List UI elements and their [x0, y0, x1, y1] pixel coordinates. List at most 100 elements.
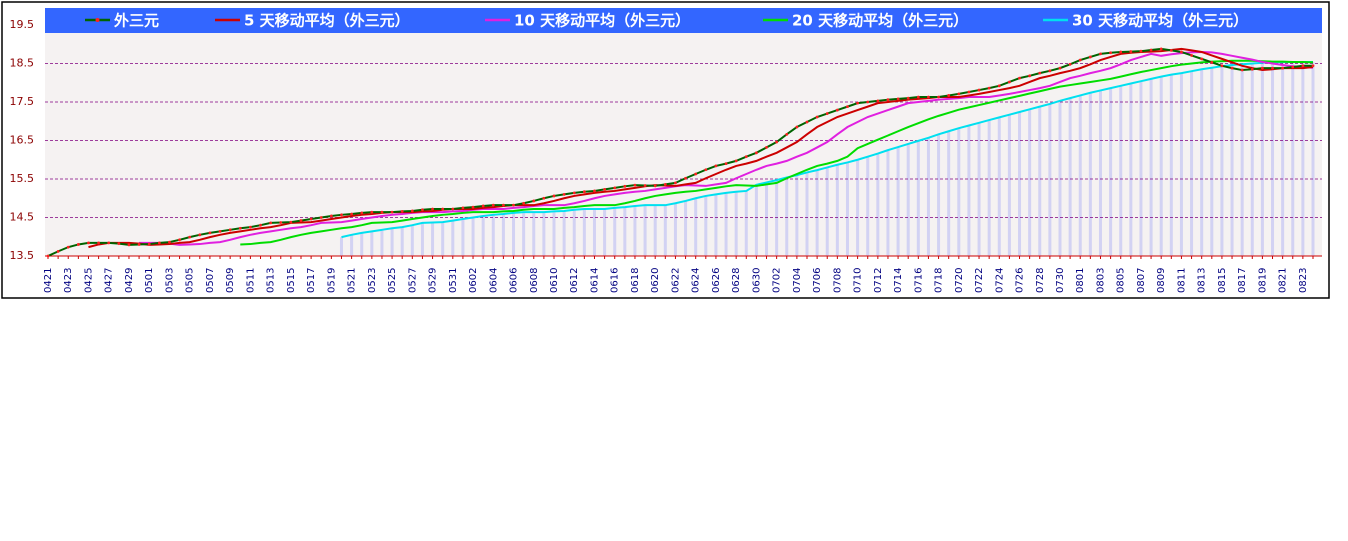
y-tick-label: 15.5 — [10, 172, 35, 185]
day-bar — [1109, 88, 1113, 256]
x-tick-label: 0513 — [266, 268, 277, 293]
day-bar — [815, 170, 819, 256]
day-bar — [1139, 81, 1143, 257]
day-bar — [633, 205, 637, 256]
legend-band — [45, 8, 1322, 33]
point-marker — [765, 146, 768, 149]
point-marker — [400, 209, 404, 213]
point-marker — [238, 226, 242, 230]
point-marker — [451, 207, 455, 211]
x-tick-label: 0821 — [1278, 268, 1289, 293]
day-bar — [339, 237, 343, 256]
day-bar — [997, 117, 1001, 257]
point-marker — [97, 241, 100, 245]
day-bar — [947, 131, 951, 256]
day-bar — [1149, 78, 1153, 257]
day-bar — [420, 222, 424, 256]
x-tick-label: 0602 — [468, 268, 479, 293]
series-line — [139, 50, 1314, 246]
day-bar — [977, 122, 981, 256]
point-marker — [56, 249, 60, 253]
point-marker — [906, 96, 910, 100]
point-marker — [107, 241, 111, 245]
day-bar — [1018, 112, 1022, 256]
x-tick-label: 0630 — [751, 268, 762, 293]
point-marker — [1291, 65, 1295, 69]
point-marker — [46, 254, 50, 258]
day-bar — [532, 212, 536, 256]
day-bar — [592, 209, 596, 256]
day-bar — [1281, 61, 1285, 257]
point-marker — [593, 189, 596, 193]
point-marker — [815, 115, 819, 119]
point-marker — [1129, 50, 1133, 53]
x-tick-label: 0718 — [934, 268, 945, 293]
day-bar — [987, 120, 991, 256]
x-tick-label: 0726 — [1015, 268, 1026, 293]
day-bar — [805, 172, 809, 256]
day-bar — [916, 140, 920, 256]
point-marker — [390, 210, 394, 214]
day-bar — [552, 211, 556, 256]
y-tick-label: 17.5 — [10, 95, 35, 108]
point-marker — [198, 233, 202, 237]
day-bar — [1200, 69, 1204, 257]
day-bar — [441, 222, 445, 256]
point-marker — [603, 187, 606, 191]
day-bar — [1078, 95, 1082, 256]
point-marker — [674, 181, 677, 185]
point-marker — [1149, 48, 1153, 52]
point-marker — [137, 243, 141, 246]
point-marker — [249, 225, 252, 229]
x-tick-label: 0509 — [225, 268, 236, 293]
point-marker — [259, 223, 262, 227]
point-marker — [188, 235, 192, 239]
point-marker — [360, 211, 364, 215]
day-bar — [1271, 62, 1275, 256]
x-tick-label: 0519 — [326, 268, 337, 293]
point-marker — [967, 90, 971, 94]
day-bar — [906, 143, 910, 256]
point-marker — [572, 191, 576, 195]
point-marker — [1109, 51, 1112, 55]
point-marker — [775, 140, 779, 144]
point-marker — [744, 155, 748, 159]
day-bar — [845, 162, 849, 256]
point-marker — [805, 120, 809, 124]
x-tick-label: 0803 — [1095, 268, 1106, 293]
x-tick-label: 0722 — [974, 268, 985, 293]
point-marker — [724, 162, 728, 166]
point-marker — [643, 184, 647, 187]
x-tick-label: 0823 — [1298, 268, 1309, 293]
point-marker — [522, 201, 526, 205]
point-marker — [542, 196, 546, 200]
point-marker — [1099, 52, 1102, 56]
point-marker — [987, 86, 991, 90]
point-marker — [76, 243, 80, 246]
day-bar — [1098, 90, 1102, 256]
day-bar — [1179, 73, 1183, 256]
point-marker — [299, 219, 303, 222]
point-marker — [755, 151, 758, 155]
point-marker — [1180, 50, 1183, 54]
day-bar — [795, 175, 799, 256]
day-bar — [1129, 83, 1133, 257]
x-tick-label: 0805 — [1116, 268, 1127, 293]
x-tick-label: 0702 — [772, 268, 783, 293]
point-marker — [168, 240, 171, 244]
x-tick-label: 0517 — [306, 268, 317, 293]
point-marker — [937, 95, 940, 99]
day-bar — [1068, 98, 1072, 257]
day-bar — [1301, 61, 1305, 257]
day-bar — [501, 214, 505, 256]
day-bar — [461, 219, 465, 256]
day-bar — [1028, 109, 1032, 256]
series-line — [240, 59, 1314, 246]
day-bar — [724, 192, 728, 256]
x-tick-label: 0616 — [610, 268, 621, 293]
point-marker — [512, 203, 515, 207]
x-tick-label: 0501 — [144, 268, 155, 293]
day-bar — [754, 184, 758, 256]
point-marker — [289, 220, 293, 224]
point-marker — [663, 182, 667, 186]
